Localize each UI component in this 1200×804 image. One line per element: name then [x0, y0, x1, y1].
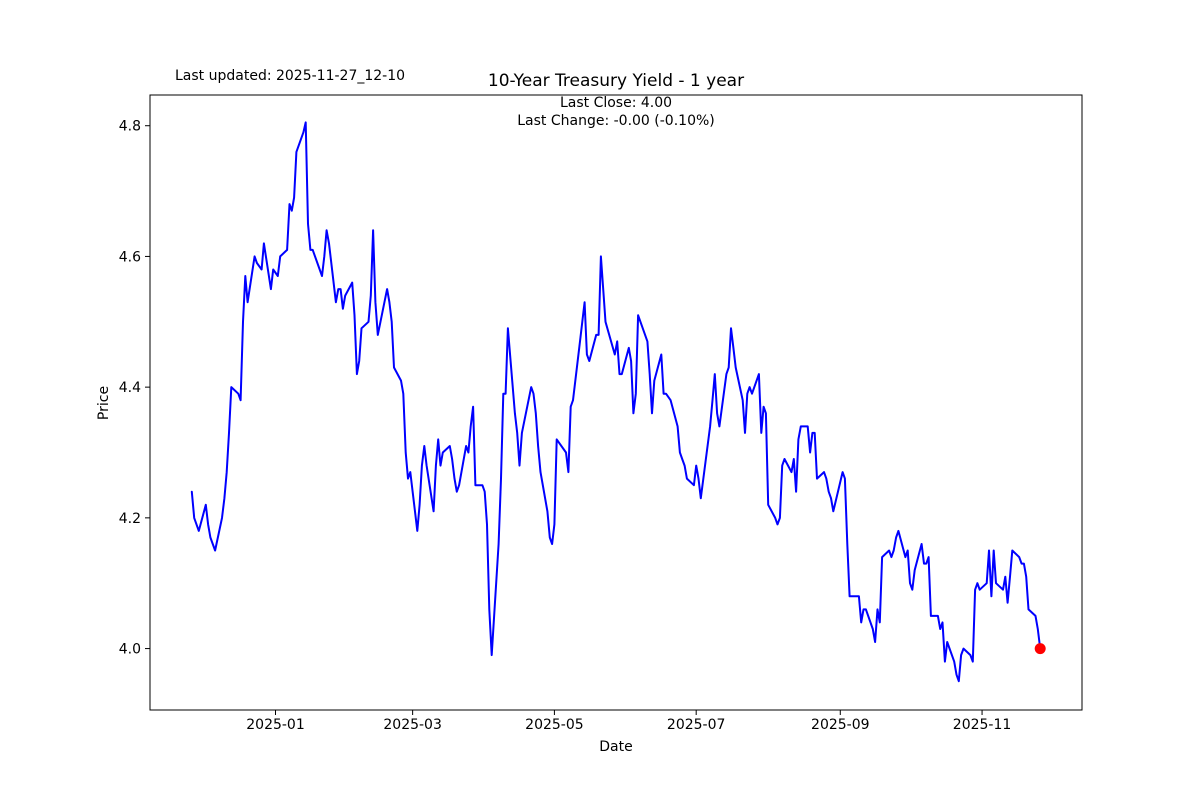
last-price-marker-icon	[1034, 643, 1046, 655]
x-tick-label: 2025-05	[525, 717, 584, 733]
plot-frame	[149, 94, 1083, 711]
y-tick-label: 4.6	[119, 249, 141, 265]
last-updated-label: Last updated: 2025-11-27_12-10	[175, 68, 405, 84]
y-tick-label: 4.0	[119, 642, 141, 658]
x-tick-label: 2025-09	[811, 717, 870, 733]
x-tick-label: 2025-11	[953, 717, 1012, 733]
chart-title: 10-Year Treasury Yield - 1 year	[488, 71, 744, 91]
last-change-annotation: Last Change: -0.00 (-0.10%)	[517, 113, 715, 129]
price-line	[190, 121, 1042, 683]
x-axis-label: Date	[599, 739, 632, 755]
x-axis-ticks: 2025-01 2025-03 2025-05 2025-07 2025-09 2025-…	[246, 710, 1011, 733]
last-close-annotation: Last Close: 4.00	[560, 95, 672, 111]
x-tick-label: 2025-01	[246, 717, 305, 733]
y-axis-label: Price	[96, 386, 112, 420]
y-tick-label: 4.4	[119, 380, 141, 396]
y-axis-ticks: 4.0 4.2 4.4 4.6 4.8	[119, 119, 150, 658]
y-tick-label: 4.8	[119, 119, 141, 135]
y-tick-label: 4.2	[119, 511, 141, 527]
x-tick-label: 2025-07	[667, 717, 726, 733]
x-tick-label: 2025-03	[383, 717, 442, 733]
